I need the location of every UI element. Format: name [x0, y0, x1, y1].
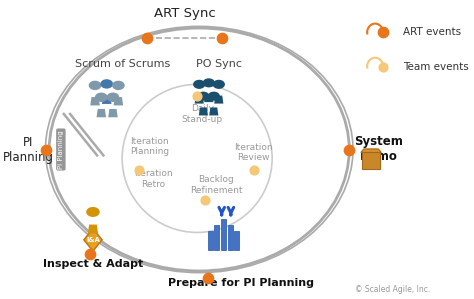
Text: Iteration
Planning: Iteration Planning [130, 137, 169, 156]
Text: PI
Planning: PI Planning [3, 135, 54, 164]
Polygon shape [88, 225, 98, 234]
Polygon shape [204, 94, 213, 102]
Bar [208, 231, 212, 250]
Polygon shape [214, 96, 223, 103]
Point [201, 197, 209, 202]
Text: Daily
Stand-up: Daily Stand-up [182, 104, 223, 124]
Polygon shape [102, 96, 111, 104]
Text: Iteration
Review: Iteration Review [234, 143, 273, 162]
Text: PO Sync: PO Sync [196, 59, 242, 68]
Circle shape [90, 81, 100, 89]
Circle shape [198, 92, 209, 100]
Text: Inspect & Adapt: Inspect & Adapt [43, 260, 143, 269]
Circle shape [96, 93, 107, 101]
Text: Prepare for PI Planning: Prepare for PI Planning [168, 278, 314, 289]
Circle shape [194, 80, 205, 88]
Polygon shape [84, 229, 102, 251]
Circle shape [101, 80, 112, 88]
Text: I&A: I&A [86, 237, 100, 243]
Point [143, 36, 151, 41]
Polygon shape [97, 109, 106, 117]
Bar [214, 225, 219, 250]
Polygon shape [209, 107, 219, 115]
Point [250, 168, 258, 173]
Polygon shape [361, 149, 381, 152]
Text: Backlog
Refinement: Backlog Refinement [190, 175, 242, 195]
Point [135, 168, 143, 173]
FancyBboxPatch shape [362, 152, 381, 169]
Text: Scrum of Scrums: Scrum of Scrums [74, 59, 170, 68]
Point [379, 30, 386, 35]
Text: Iteration
Retro: Iteration Retro [134, 170, 173, 189]
Bar [234, 231, 239, 250]
Point [193, 94, 201, 99]
Point [42, 147, 50, 152]
Bar [221, 219, 226, 250]
Circle shape [87, 208, 99, 216]
Polygon shape [199, 107, 208, 115]
Polygon shape [195, 96, 204, 103]
Circle shape [209, 92, 219, 100]
Point [346, 147, 353, 152]
Point [86, 251, 94, 256]
Bar [228, 225, 233, 250]
Text: ART Sync: ART Sync [154, 7, 216, 20]
Text: © Scaled Agile, Inc.: © Scaled Agile, Inc. [356, 285, 430, 294]
Point [219, 36, 226, 41]
Polygon shape [108, 109, 118, 117]
Circle shape [203, 79, 214, 87]
Text: PI Planning: PI Planning [58, 130, 64, 169]
Text: ART events: ART events [403, 28, 462, 37]
Text: Team events: Team events [403, 62, 469, 71]
Circle shape [213, 80, 224, 88]
Polygon shape [90, 97, 100, 106]
Point [204, 276, 211, 281]
Point [379, 64, 386, 69]
Text: System
Demo: System Demo [354, 135, 403, 164]
Circle shape [107, 93, 118, 101]
Circle shape [113, 81, 124, 89]
Polygon shape [114, 97, 123, 106]
